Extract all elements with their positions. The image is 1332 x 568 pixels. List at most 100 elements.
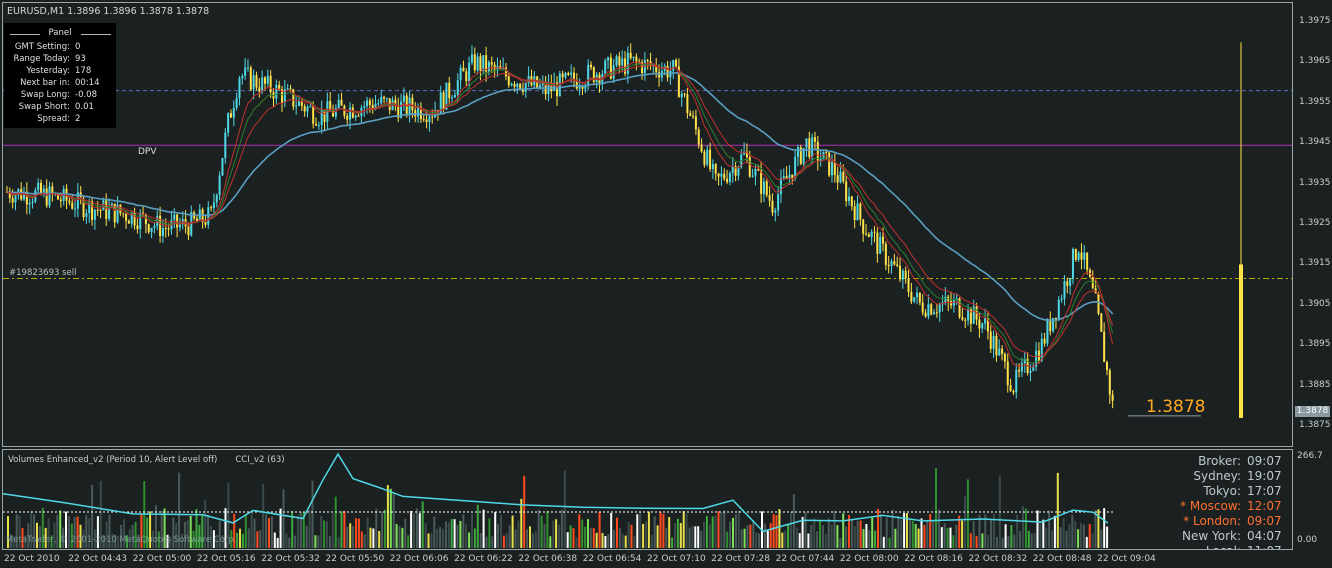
volume-bar <box>534 531 537 548</box>
clock-time: 04:07 <box>1247 529 1282 543</box>
current-price-tag: 1.3878 <box>1295 406 1330 417</box>
panel-row: Swap Short: 0.01 <box>4 102 116 114</box>
volume-bar <box>949 527 952 548</box>
volume-bar <box>459 520 462 548</box>
volume-bar <box>613 529 616 548</box>
candle-body <box>25 191 28 205</box>
candle-body <box>1037 350 1040 361</box>
volume-bar <box>610 512 613 548</box>
panel-row-value: 0.01 <box>75 102 94 112</box>
volume-bar <box>79 524 82 548</box>
panel-row: Range Today: 93 <box>4 54 116 66</box>
candle-body <box>1086 252 1089 270</box>
price-chart-pane[interactable]: EURUSD,M1 1.3896 1.3896 1.3878 1.3878 Pa… <box>2 2 1293 447</box>
candle-body <box>743 151 746 155</box>
volume-bar <box>517 520 520 548</box>
time-axis-label: 22 Oct 06:38 <box>518 554 578 564</box>
candle-body <box>592 67 595 83</box>
candle-body <box>745 151 748 158</box>
volume-bar <box>152 530 154 548</box>
candle-body <box>1029 370 1032 373</box>
panel-row: Next bar in: 00:14 <box>4 78 116 90</box>
volume-bar <box>418 513 421 548</box>
ma-red-line <box>6 65 1114 358</box>
clock-time: 19:07 <box>1247 469 1282 483</box>
price-axis-label: 1.3915 <box>1299 258 1331 269</box>
time-axis[interactable]: 22 Oct 2010 22 Oct 04:43 22 Oct 05:00 22 Oc… <box>0 550 1332 568</box>
ma-fast-line <box>6 61 1114 368</box>
volume-bar <box>961 520 964 548</box>
candle-body <box>442 92 445 110</box>
candle-body <box>816 141 819 161</box>
candle-body <box>340 99 343 106</box>
volume-bar <box>908 519 911 548</box>
volume-bar <box>468 532 471 548</box>
indicator-canvas <box>3 452 1113 548</box>
volume-bar <box>357 518 360 548</box>
volume-bar <box>740 529 743 548</box>
volume-bar <box>668 517 671 548</box>
volume-bar <box>366 517 369 548</box>
candle-body <box>521 88 524 92</box>
volume-bar <box>102 535 105 548</box>
panel-row-label: GMT Setting: <box>14 42 70 52</box>
volume-bar <box>465 524 468 548</box>
volume-bar <box>679 523 682 548</box>
volume-bar <box>647 511 650 548</box>
time-axis-label: 22 Oct 05:50 <box>325 554 385 564</box>
volume-bar <box>807 533 810 548</box>
time-axis-label: 22 Oct 06:22 <box>454 554 513 564</box>
volume-bar <box>308 509 311 548</box>
volume-bar <box>41 507 44 548</box>
volume-bar <box>900 519 903 548</box>
volume-bar <box>1030 533 1033 548</box>
volume-bar <box>656 525 659 548</box>
price-axis-label: 1.3955 <box>1299 96 1331 107</box>
volume-bar <box>572 528 575 548</box>
candle-body <box>626 52 629 74</box>
candle-body <box>853 206 856 221</box>
volume-bar <box>792 493 795 548</box>
candle-body <box>1006 361 1009 386</box>
volume-bar <box>404 518 407 548</box>
volume-bar <box>769 523 772 548</box>
volume-bar <box>1016 514 1019 548</box>
volume-bar <box>821 525 824 548</box>
candle-body <box>700 144 703 152</box>
volume-bar <box>328 536 331 548</box>
candle-body <box>873 231 876 233</box>
indicator-pane[interactable]: Volumes Enhanced_v2 (Period 10, Alert Le… <box>2 449 1293 550</box>
candle-body <box>1060 298 1063 300</box>
candle-body <box>238 78 241 99</box>
volume-bar <box>154 505 157 548</box>
volume-bar <box>299 511 302 548</box>
candle-body <box>207 207 210 225</box>
volume-bar <box>694 526 697 548</box>
volume-bar <box>123 518 125 548</box>
candle-body <box>195 218 198 222</box>
volume-bar <box>1088 524 1091 548</box>
volume-bar <box>929 514 932 548</box>
candle-body <box>204 222 207 225</box>
clock-row: * London: 09:07 <box>1153 514 1289 529</box>
candle-body <box>224 132 227 159</box>
volume-bar <box>33 514 36 548</box>
ma-slow-line <box>6 71 1114 322</box>
time-axis-label: 22 Oct 04:43 <box>68 554 127 564</box>
candle-body <box>57 193 60 200</box>
volume-bar <box>537 509 540 548</box>
volume-bar <box>923 525 926 548</box>
price-axis[interactable]: 1.3975 1.3965 1.3955 1.3945 1.3935 1.3925 1.39… <box>1293 2 1332 447</box>
time-axis-label: 22 Oct 09:04 <box>1097 554 1156 564</box>
candle-body <box>683 93 686 95</box>
candle-body <box>448 82 451 99</box>
candle-body <box>266 75 269 84</box>
candle-body <box>315 123 318 126</box>
candle-body <box>709 149 712 170</box>
candle-body <box>482 55 485 71</box>
order-line-label[interactable]: #19823693 sell <box>9 268 77 278</box>
clock-city: Sydney: <box>1193 469 1241 483</box>
volume-bar <box>653 516 656 548</box>
volume-bar <box>966 479 969 548</box>
candle-body <box>887 264 890 267</box>
